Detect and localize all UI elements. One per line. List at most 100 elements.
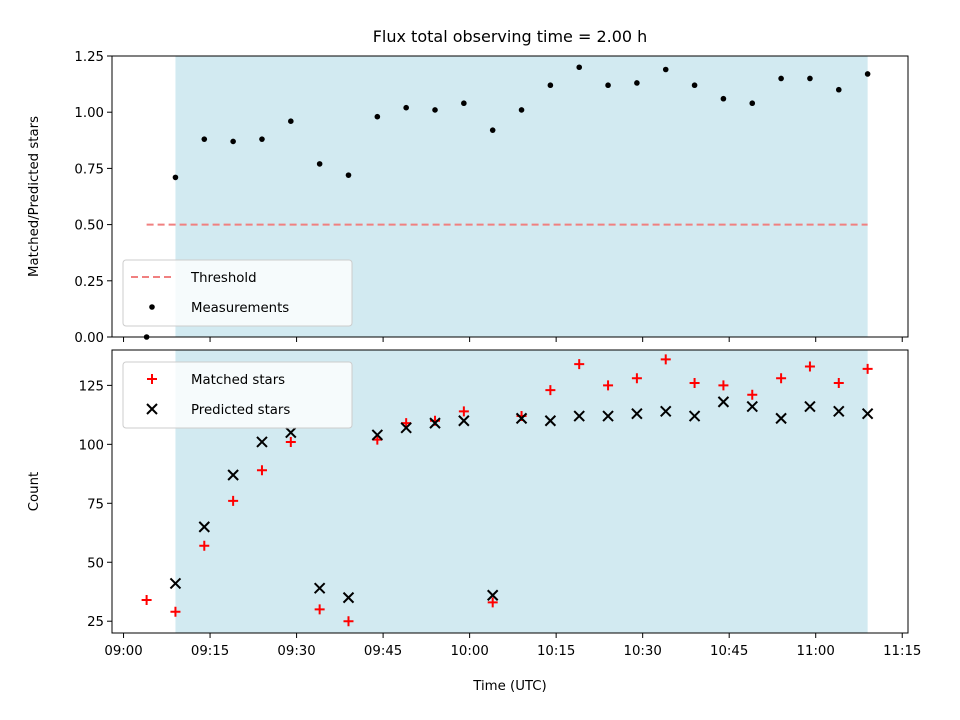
x-tick-label: 09:45: [364, 644, 402, 659]
matched-stars-point: [776, 373, 787, 384]
predicted-stars-point: [544, 415, 557, 427]
matched-stars-point: [256, 465, 267, 476]
predicted-stars-point: [169, 577, 182, 590]
legend-label: Matched stars: [191, 373, 285, 388]
measurement-point: [461, 100, 467, 107]
measurement-point: [432, 107, 438, 113]
predicted-stars-point: [660, 405, 672, 418]
predicted-stars-point: [486, 589, 499, 601]
measurement-point: [288, 118, 294, 124]
measurement-point: [518, 107, 525, 113]
legend-predicted-swatch: [146, 403, 158, 415]
measurement-point: [547, 82, 554, 89]
predicted-stars-point: [458, 415, 470, 427]
matched-stars-point: [804, 361, 815, 372]
measurement-point: [662, 66, 669, 73]
measurement-point: [172, 174, 179, 181]
measurement-point: [316, 161, 323, 167]
x-tick-label: 11:00: [797, 644, 835, 659]
predicted-stars-point: [515, 412, 528, 425]
chart-title: Flux total observing time = 2.00 h: [373, 27, 648, 46]
x-tick-label: 10:30: [624, 644, 662, 659]
matched-stars-point: [487, 597, 498, 608]
measurement-point: [634, 80, 640, 86]
matched-stars-point: [631, 373, 642, 384]
matched-stars-point: [343, 616, 354, 627]
y-tick-label: 0.50: [74, 219, 104, 234]
plot-layer: 0.00 0.25 0.50 0.75 1.00 1.25 Matched/Predicte…: [27, 50, 921, 659]
panel-2: 25 50 75 100 125 Count 09:00 09:15 09:30 09:45 10:…: [27, 349, 921, 659]
legend-label: Measurements: [191, 301, 289, 316]
measurement-point: [259, 136, 265, 142]
measurement-point: [403, 104, 409, 111]
legend-box: [122, 361, 353, 429]
panel-frame: [111, 349, 909, 634]
measurement-point: [489, 127, 496, 133]
matched-stars-point: [747, 389, 758, 400]
measurement-point: [807, 75, 813, 82]
measurement-point: [720, 95, 727, 102]
y-tick-label: 50: [87, 556, 104, 571]
measurement-point: [374, 113, 381, 120]
x-tick-label: 09:30: [277, 644, 315, 659]
matched-stars-point: [660, 354, 671, 365]
y-tick-label: 1.25: [74, 50, 104, 65]
measurement-point: [749, 100, 756, 107]
matched-stars-point: [314, 604, 325, 615]
predicted-stars-point: [833, 405, 845, 418]
predicted-stars-point: [400, 422, 412, 434]
x-tick-label: 11:15: [883, 644, 921, 659]
predicted-stars-point: [602, 410, 614, 422]
panel-frame: [111, 55, 909, 338]
measurement-point: [778, 75, 784, 82]
y-tick-label: 1.00: [74, 106, 104, 121]
matched-stars-point: [718, 380, 729, 391]
legend-box: [122, 259, 353, 327]
y-axis-label: Matched/Predicted stars: [27, 116, 42, 277]
predicted-stars-point: [804, 400, 816, 413]
matched-stars-point: [170, 606, 181, 617]
legend-label: Predicted stars: [191, 403, 290, 418]
y-tick-label: 0.75: [74, 162, 104, 177]
matched-stars-point: [862, 363, 873, 374]
y-tick-label: 25: [87, 615, 104, 630]
legend-matched-swatch: [147, 374, 157, 384]
predicted-stars-point: [631, 407, 643, 420]
matched-stars-point: [603, 380, 614, 391]
matched-stars-point: [574, 359, 585, 370]
matched-stars-point: [285, 436, 296, 447]
predicted-stars-point: [198, 521, 210, 533]
panel-1: 0.00 0.25 0.50 0.75 1.00 1.25 Matched/Predicte…: [27, 50, 909, 346]
y-tick-label: 0.25: [74, 275, 104, 290]
matched-stars-point: [458, 406, 469, 417]
x-tick-label: 10:45: [710, 644, 748, 659]
matched-stars-point: [199, 540, 210, 551]
y-tick-label: 100: [79, 438, 104, 453]
matched-stars-point: [833, 378, 844, 389]
measurement-point: [605, 82, 611, 89]
x-tick-label: 10:00: [450, 644, 488, 659]
x-axis-label: Time (UTC): [472, 679, 547, 694]
predicted-stars-point: [775, 412, 787, 425]
x-tick-label: 09:15: [191, 644, 229, 659]
measurement-point: [576, 64, 583, 71]
predicted-stars-point: [313, 582, 326, 594]
legend-measurement-swatch: [149, 304, 155, 310]
y-tick-label: 125: [79, 379, 104, 394]
predicted-stars-point: [256, 436, 268, 448]
predicted-stars-point: [285, 426, 297, 439]
predicted-stars-point: [717, 396, 730, 408]
measurement-point: [230, 138, 236, 145]
matched-stars-point: [689, 378, 700, 389]
y-tick-label: 0.00: [74, 331, 104, 346]
y-tick-label: 75: [87, 497, 104, 512]
legend: Matched stars Predicted stars: [122, 361, 353, 429]
measurement-point: [835, 86, 842, 93]
measurement-point: [201, 136, 208, 142]
y-axis-label: Count: [27, 472, 42, 512]
matched-stars-point: [228, 495, 239, 506]
legend: Threshold Measurements: [122, 259, 353, 327]
legend-label: Threshold: [190, 271, 257, 286]
x-tick-label: 10:15: [537, 644, 575, 659]
matched-stars-point: [141, 594, 152, 605]
